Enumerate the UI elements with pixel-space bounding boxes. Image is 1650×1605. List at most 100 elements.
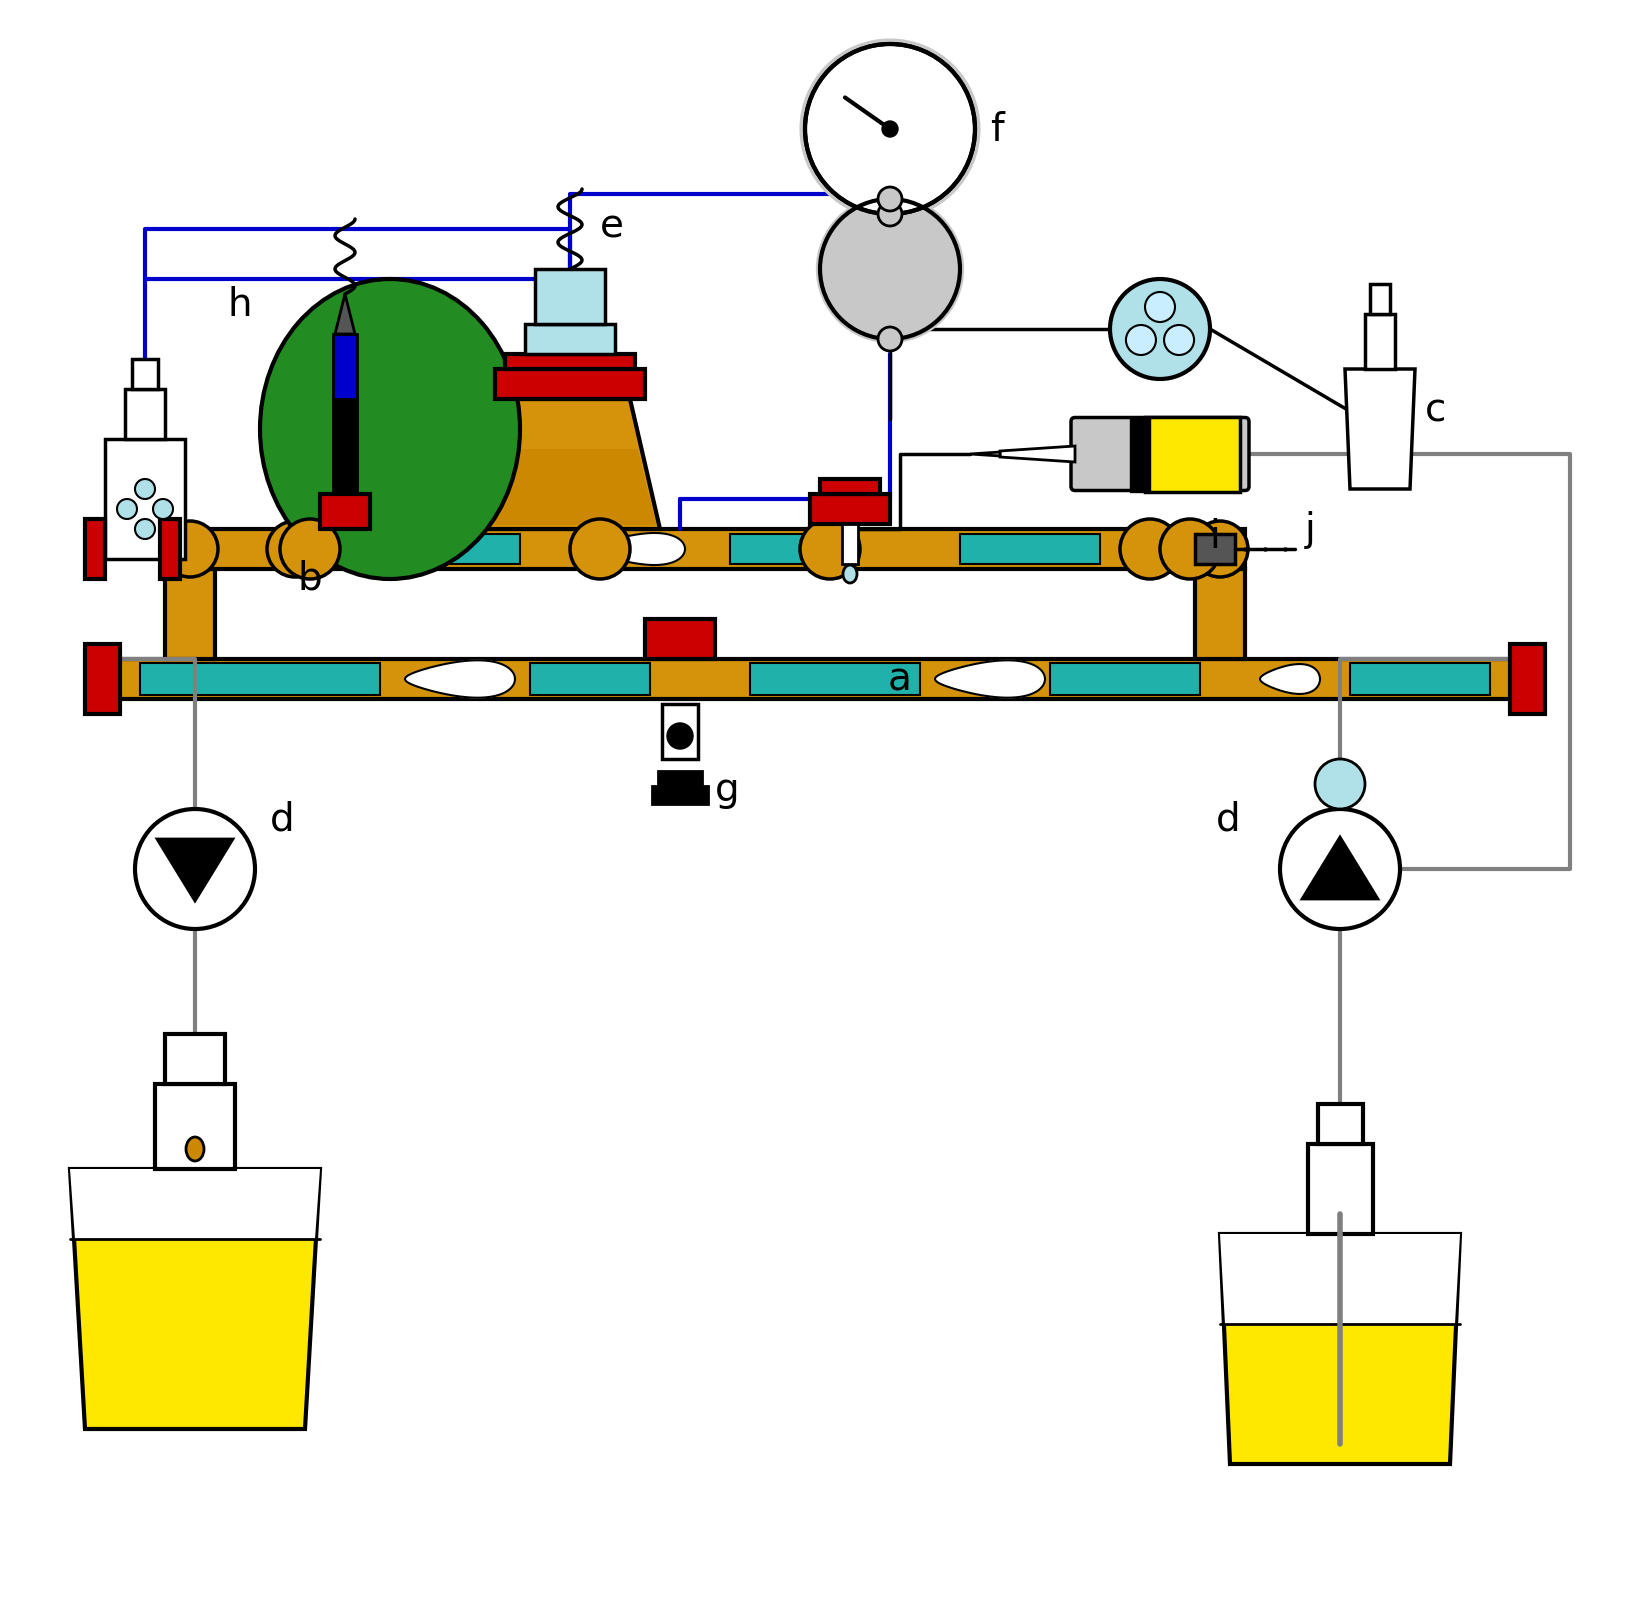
Circle shape <box>117 499 137 520</box>
Bar <box>810 494 889 525</box>
Bar <box>1365 315 1394 369</box>
Polygon shape <box>1000 446 1076 462</box>
Bar <box>155 1085 234 1170</box>
Bar <box>530 663 650 695</box>
Bar <box>165 530 295 570</box>
Bar <box>842 525 858 565</box>
Bar <box>132 360 158 390</box>
Polygon shape <box>1125 536 1175 563</box>
Bar <box>495 369 645 400</box>
Ellipse shape <box>843 565 856 584</box>
Circle shape <box>1120 520 1180 579</box>
Circle shape <box>280 520 340 579</box>
Polygon shape <box>936 661 1044 698</box>
Circle shape <box>667 724 693 750</box>
Bar <box>165 570 214 660</box>
Polygon shape <box>1345 369 1416 490</box>
Text: g: g <box>714 770 739 809</box>
Polygon shape <box>335 295 355 335</box>
Circle shape <box>878 188 903 212</box>
Polygon shape <box>970 453 1000 457</box>
Bar <box>125 390 165 440</box>
Circle shape <box>162 522 218 578</box>
Text: d: d <box>271 801 295 838</box>
Polygon shape <box>596 533 685 565</box>
Circle shape <box>883 122 898 138</box>
Bar <box>1370 284 1389 315</box>
Polygon shape <box>69 1170 320 1428</box>
FancyBboxPatch shape <box>1071 419 1249 491</box>
Bar <box>1145 417 1241 493</box>
Bar <box>505 355 635 369</box>
Bar <box>1049 663 1200 695</box>
Polygon shape <box>404 661 515 698</box>
Ellipse shape <box>186 1138 205 1162</box>
Bar <box>86 520 106 579</box>
Circle shape <box>1160 520 1219 579</box>
Bar <box>645 620 714 660</box>
Text: c: c <box>1426 390 1447 429</box>
Circle shape <box>1191 522 1247 578</box>
Circle shape <box>805 45 975 215</box>
Circle shape <box>135 520 155 539</box>
Bar <box>662 705 698 759</box>
Circle shape <box>135 480 155 499</box>
Text: d: d <box>1216 801 1241 838</box>
Bar <box>320 494 370 530</box>
Bar <box>658 772 701 790</box>
Bar <box>535 270 606 324</box>
Bar <box>1190 530 1246 570</box>
Polygon shape <box>1219 1234 1460 1324</box>
Bar <box>333 335 356 400</box>
Bar <box>295 530 1200 570</box>
Bar <box>1195 534 1234 565</box>
Text: j: j <box>1305 510 1315 549</box>
Bar <box>333 400 356 494</box>
Bar <box>140 663 380 695</box>
Text: i: i <box>1209 517 1221 555</box>
Polygon shape <box>69 1170 320 1239</box>
Bar <box>820 480 879 494</box>
Text: a: a <box>888 661 912 698</box>
Polygon shape <box>157 839 233 902</box>
Circle shape <box>1145 292 1175 323</box>
Polygon shape <box>1302 838 1378 899</box>
Bar <box>960 534 1101 565</box>
Circle shape <box>135 809 256 929</box>
Bar <box>1130 417 1150 493</box>
Ellipse shape <box>261 279 520 579</box>
Bar <box>1307 1144 1373 1234</box>
Polygon shape <box>1261 664 1320 695</box>
Circle shape <box>800 520 860 579</box>
Bar <box>340 534 520 565</box>
Polygon shape <box>480 400 660 530</box>
Bar <box>101 660 1530 700</box>
Bar <box>1510 645 1544 714</box>
Text: b: b <box>297 560 322 597</box>
Circle shape <box>569 520 630 579</box>
Text: e: e <box>601 207 624 246</box>
Bar <box>729 534 840 565</box>
Bar <box>751 663 921 695</box>
Circle shape <box>153 499 173 520</box>
Polygon shape <box>106 440 185 560</box>
Circle shape <box>1110 279 1209 380</box>
Circle shape <box>820 201 960 340</box>
Polygon shape <box>483 449 657 526</box>
Circle shape <box>878 202 903 226</box>
Bar <box>86 645 120 714</box>
Polygon shape <box>1219 1234 1460 1464</box>
Circle shape <box>1125 326 1157 356</box>
Circle shape <box>267 522 323 578</box>
Bar <box>1350 663 1490 695</box>
Circle shape <box>805 45 975 215</box>
Bar <box>652 786 708 804</box>
Circle shape <box>878 327 903 351</box>
Circle shape <box>1163 326 1195 356</box>
Circle shape <box>1315 759 1365 809</box>
Text: h: h <box>228 286 252 324</box>
Bar <box>1195 570 1246 660</box>
Bar <box>160 520 180 579</box>
Circle shape <box>1280 809 1399 929</box>
Bar <box>525 324 615 355</box>
